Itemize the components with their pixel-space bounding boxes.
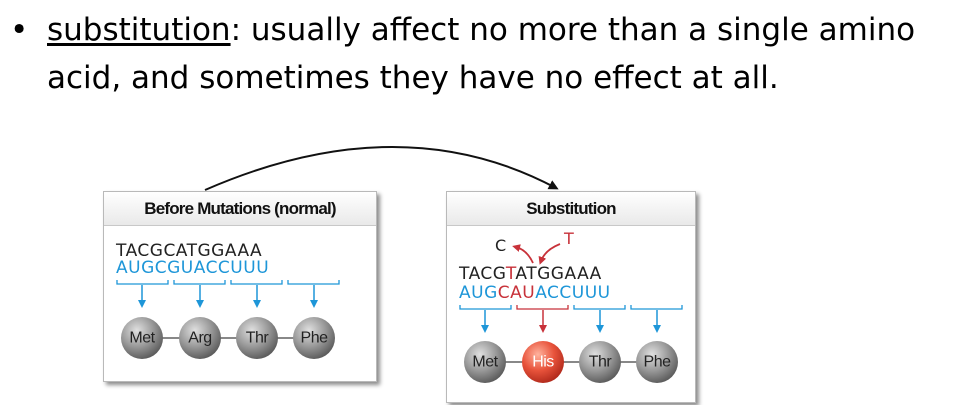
amino-acid-label: Met bbox=[129, 330, 155, 347]
amino-acid-label: Thr bbox=[246, 330, 270, 347]
substitution-panel: Substitution TACGTATGGAAA AUGCAUACCUUU C bbox=[446, 191, 696, 403]
after-mrna-codon-mutated: CAU bbox=[497, 283, 536, 303]
after-dna-suffix: ATGGAAA bbox=[515, 264, 602, 284]
after-dna-sequence: TACGTATGGAAA bbox=[459, 265, 602, 283]
inserted-base-label: T bbox=[563, 229, 574, 248]
amino-acid-label: Thr bbox=[589, 354, 613, 371]
before-panel-title: Before Mutations (normal) bbox=[104, 192, 376, 226]
bullet-marker: • bbox=[10, 12, 29, 48]
before-amino-acid-arg: Arg bbox=[179, 317, 221, 359]
bullet-term: substitution bbox=[47, 12, 231, 48]
after-mrna-rest: ACCUUU bbox=[535, 283, 611, 303]
after-mrna-sequence: AUGCAUACCUUU bbox=[459, 284, 611, 302]
after-mrna-codon-1: AUG bbox=[459, 283, 498, 303]
amino-acid-label: Phe bbox=[301, 330, 329, 347]
base-inserted-arrow bbox=[538, 243, 561, 265]
after-amino-acid-his-mutated: His bbox=[522, 341, 564, 383]
bullet-line-1-rest: usually affect no more than a single ami… bbox=[241, 12, 916, 48]
amino-acid-label: Phe bbox=[644, 354, 672, 371]
before-mutation-panel: Before Mutations (normal) TACGCATGGAAA A… bbox=[103, 191, 377, 382]
before-amino-acid-phe: Phe bbox=[293, 317, 335, 359]
substitution-translation-graphic: C T Met His Thr bbox=[459, 229, 683, 383]
amino-acid-label: His bbox=[532, 354, 554, 371]
before-translation-arrows bbox=[138, 285, 318, 308]
before-mrna-sequence: AUGCGUACCUUU bbox=[116, 258, 270, 278]
substitution-panel-title: Substitution bbox=[447, 192, 695, 226]
after-dna-prefix: TACG bbox=[459, 264, 506, 284]
before-codon-brackets bbox=[116, 280, 340, 285]
bullet-line-1: substitution: usually affect no more tha… bbox=[47, 6, 950, 54]
after-amino-acid-met: Met bbox=[464, 341, 506, 383]
before-dna-sequence: TACGCATGGAAA bbox=[116, 241, 263, 261]
base-removed-arrow bbox=[512, 244, 534, 264]
removed-base-label: C bbox=[495, 236, 506, 255]
bullet-separator: : bbox=[230, 12, 242, 48]
after-translation-arrows bbox=[481, 310, 661, 333]
bullet-text-block: • substitution: usually affect no more t… bbox=[10, 6, 950, 102]
bullet-line-2: acid, and sometimes they have no effect … bbox=[47, 60, 779, 96]
amino-acid-label: Met bbox=[472, 354, 498, 371]
amino-acid-label: Arg bbox=[188, 330, 211, 347]
after-dna-mutated-base: T bbox=[505, 264, 516, 284]
after-amino-acid-thr: Thr bbox=[579, 341, 621, 383]
before-amino-acid-met: Met bbox=[121, 317, 163, 359]
after-amino-acid-phe: Phe bbox=[636, 341, 678, 383]
after-codon-brackets bbox=[459, 305, 683, 310]
before-translation-graphic: Met Arg Thr Phe bbox=[116, 280, 340, 359]
before-amino-acid-thr: Thr bbox=[236, 317, 278, 359]
